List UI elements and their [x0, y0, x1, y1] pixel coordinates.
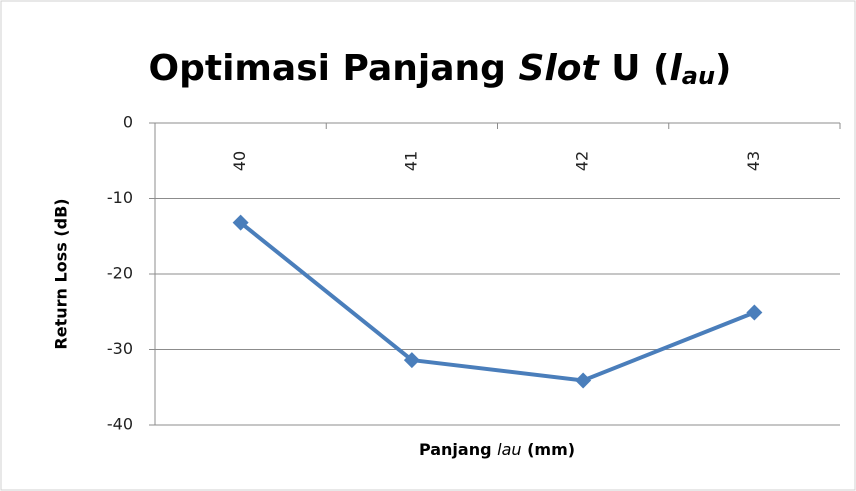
marker	[746, 304, 763, 321]
x-tick-label: 43	[744, 151, 763, 171]
x-tick-label: 41	[401, 151, 420, 171]
y-tick-label: -10	[107, 188, 133, 207]
y-axis-label: Return Loss (dB)	[52, 198, 71, 349]
title-part: U (	[599, 48, 670, 89]
x-axis-label: Panjang lau (mm)	[419, 440, 575, 459]
x-label-part: (mm)	[522, 440, 576, 459]
y-tick-label: -30	[107, 339, 133, 358]
series-line	[239, 221, 756, 383]
title-part: )	[715, 48, 731, 89]
title-part: Optimasi Panjang	[149, 48, 519, 89]
title-part: au	[682, 62, 715, 90]
x-label-part: lau	[497, 440, 521, 459]
chart-title: Optimasi Panjang Slot U (lau)	[149, 48, 732, 90]
marker	[232, 214, 249, 231]
x-tick-label: 40	[230, 151, 249, 171]
y-tick-label: -40	[107, 415, 133, 434]
marker	[403, 352, 420, 369]
y-tick-label: -20	[107, 264, 133, 283]
title-part: Slot	[518, 48, 600, 89]
x-tick-label: 42	[573, 151, 592, 171]
x-label-part: Panjang	[419, 440, 497, 459]
y-tick-label: 0	[123, 113, 133, 132]
marker	[575, 372, 592, 389]
title-part: l	[669, 48, 682, 89]
